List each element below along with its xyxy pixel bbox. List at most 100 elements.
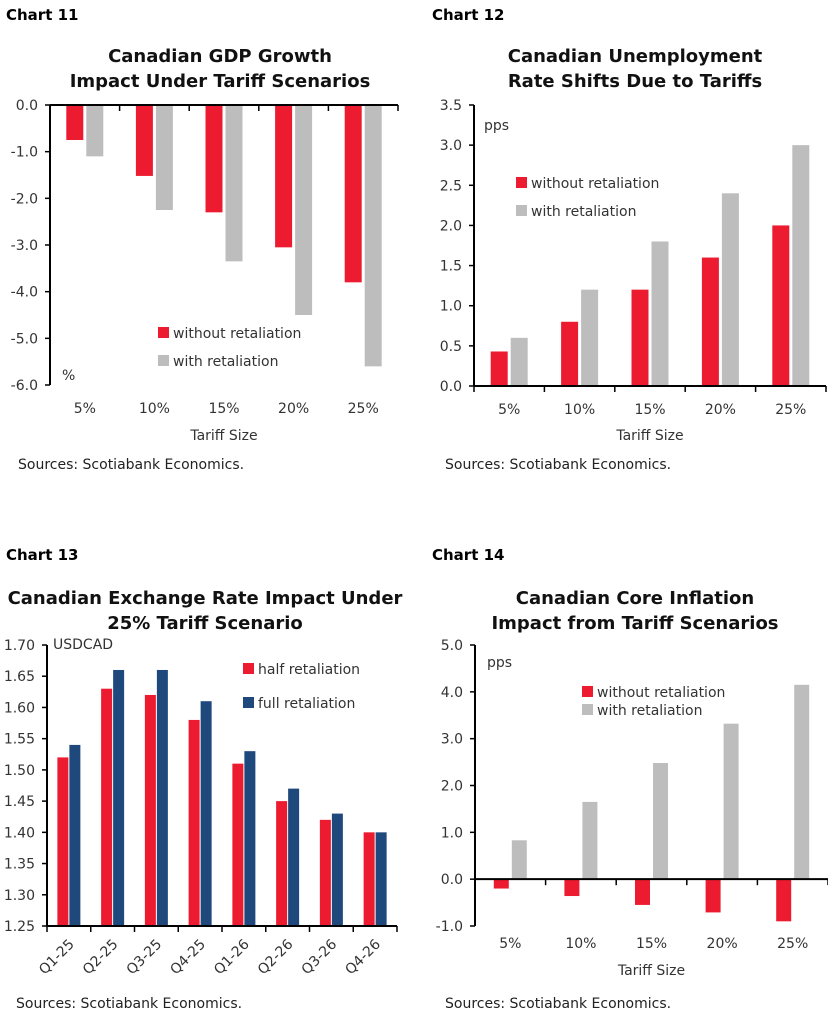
bar-with-retaliation (510, 337, 528, 386)
chart-13-source: Sources: Scotiabank Economics. (16, 996, 243, 1012)
bar-half-retaliation (144, 694, 156, 926)
x-tick-label: Q3-26 (299, 936, 341, 978)
y-tick-label: 1.0 (440, 299, 462, 315)
bar-half-retaliation (188, 719, 200, 926)
bar-half-retaliation (101, 688, 113, 926)
y-tick-label: 1.30 (4, 888, 35, 904)
y-tick-label: 1.25 (4, 919, 35, 935)
legend-swatch (582, 704, 593, 715)
bar-full-retaliation (69, 744, 81, 926)
y-tick-label: -2.0 (11, 191, 38, 207)
legend-label: without retaliation (531, 176, 659, 192)
bar-half-retaliation (319, 819, 331, 926)
y-tick-label: 1.0 (441, 825, 463, 841)
legend-swatch (243, 663, 254, 674)
bar-with-retaliation (364, 105, 382, 367)
x-tick-label: 5% (499, 936, 521, 952)
bar-without-retaliation (205, 105, 223, 213)
title-line: Impact Under Tariff Scenarios (69, 71, 371, 92)
legend-swatch (516, 205, 527, 216)
y-tick-label: 1.45 (4, 794, 35, 810)
bar-without-retaliation (66, 105, 84, 140)
y-tick-label: 1.35 (4, 857, 35, 873)
bar-without-retaliation (631, 289, 649, 386)
bar-without-retaliation (705, 879, 721, 913)
legend-swatch (243, 697, 254, 708)
y-tick-label: -1.0 (436, 919, 463, 935)
title-line: Canadian Core Inflation (515, 588, 755, 609)
bar-without-retaliation (564, 879, 580, 897)
x-tick-label: 25% (348, 401, 379, 417)
y-tick-label: 2.0 (440, 218, 462, 234)
x-tick-label: 25% (777, 936, 808, 952)
chart-11-title: Canadian GDP Growth Impact Under Tariff S… (40, 44, 400, 94)
bar-full-retaliation (113, 669, 125, 926)
bar-half-retaliation (57, 757, 69, 926)
y-tick-label: 0.0 (440, 379, 462, 395)
title-line: Impact from Tariff Scenarios (491, 613, 779, 634)
y-tick-label: 1.70 (4, 638, 35, 654)
x-tick-label: Q1-26 (211, 936, 253, 978)
bar-with-retaliation (582, 801, 598, 880)
x-tick-label: 20% (707, 936, 738, 952)
unit-label: % (62, 368, 75, 384)
bar-without-retaliation (275, 105, 293, 248)
chart-11-source: Sources: Scotiabank Economics. (18, 457, 245, 473)
bar-with-retaliation (794, 684, 810, 880)
chart-14-label: Chart 14 (432, 546, 505, 564)
x-axis-title: Tariff Size (615, 428, 683, 444)
y-tick-label: 2.0 (441, 779, 463, 795)
y-tick-label: 0.5 (440, 339, 462, 355)
y-tick-label: 3.0 (441, 732, 463, 748)
chart-11-label: Chart 11 (6, 6, 79, 24)
x-tick-label: 15% (636, 936, 667, 952)
chart-13-label: Chart 13 (6, 546, 79, 564)
bar-with-retaliation (511, 840, 527, 880)
x-tick-label: Q1-25 (36, 937, 78, 979)
bar-full-retaliation (288, 788, 300, 926)
bar-without-retaliation (493, 879, 509, 889)
title-line: Canadian GDP Growth (108, 46, 332, 67)
bar-with-retaliation (581, 289, 599, 386)
y-tick-label: -1.0 (11, 145, 38, 161)
chart-14-title: Canadian Core Inflation Impact from Tarif… (450, 586, 820, 636)
legend-swatch (158, 355, 169, 366)
x-tick-label: Q4-26 (342, 936, 384, 978)
legend-swatch (582, 686, 593, 697)
title-line: Rate Shifts Due to Tariffs (507, 71, 763, 92)
bar-half-retaliation (363, 832, 375, 926)
title-line: 25% Tariff Scenario (107, 613, 303, 634)
bar-full-retaliation (200, 701, 212, 926)
x-tick-label: 15% (634, 402, 665, 418)
bar-with-retaliation (86, 105, 104, 157)
bar-with-retaliation (295, 105, 313, 315)
x-tick-label: Q3-25 (124, 937, 166, 979)
chart-12-source: Sources: Scotiabank Economics. (445, 457, 672, 473)
y-tick-label: -5.0 (11, 331, 38, 347)
x-tick-label: 20% (705, 402, 736, 418)
legend-label: full retaliation (258, 696, 355, 712)
y-tick-label: 5.0 (441, 638, 463, 654)
x-tick-label: 25% (775, 402, 806, 418)
y-tick-label: 1.5 (440, 259, 462, 275)
legend-swatch (516, 177, 527, 188)
bar-half-retaliation (276, 801, 288, 926)
legend-label: without retaliation (173, 326, 301, 342)
bar-full-retaliation (156, 669, 168, 926)
legend-swatch (158, 327, 169, 338)
chart-13-title: Canadian Exchange Rate Impact Under 25% T… (0, 586, 410, 636)
x-tick-label: Q4-25 (167, 937, 209, 979)
bar-with-retaliation (721, 193, 739, 386)
y-tick-label: 1.55 (4, 732, 35, 748)
title-line: Canadian Unemployment (507, 46, 763, 67)
bar-without-retaliation (135, 105, 153, 176)
bar-with-retaliation (723, 723, 739, 880)
bar-full-retaliation (331, 813, 343, 926)
y-tick-label: 1.50 (4, 763, 35, 779)
chart-12-title: Canadian Unemployment Rate Shifts Due to … (450, 44, 820, 94)
y-tick-label: 2.5 (440, 178, 462, 194)
bar-with-retaliation (155, 105, 173, 210)
legend-label: with retaliation (597, 703, 702, 719)
bar-with-retaliation (225, 105, 243, 262)
bar-without-retaliation (635, 879, 650, 905)
